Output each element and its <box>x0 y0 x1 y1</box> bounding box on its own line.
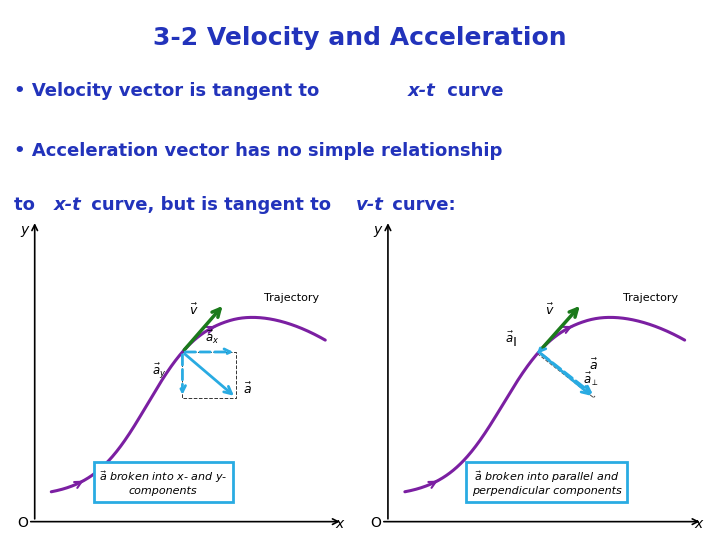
Text: O: O <box>17 516 28 530</box>
Text: curve:: curve: <box>386 196 456 214</box>
Text: $\vec{a}$: $\vec{a}$ <box>589 358 598 373</box>
Text: Trajectory: Trajectory <box>623 293 678 303</box>
Text: $\vec{a}$: $\vec{a}$ <box>243 382 252 397</box>
Text: • Velocity vector is tangent to: • Velocity vector is tangent to <box>14 82 326 100</box>
Text: x: x <box>695 517 703 531</box>
Text: $\vec{v}$: $\vec{v}$ <box>545 303 554 318</box>
Text: $\vec{a}_x$: $\vec{a}_x$ <box>204 329 219 346</box>
Text: $\vec{a}$ broken into $x$- and $y$-
components: $\vec{a}$ broken into $x$- and $y$- comp… <box>99 469 228 496</box>
Text: y: y <box>20 223 29 237</box>
Text: to: to <box>14 196 42 214</box>
Text: y: y <box>374 223 382 237</box>
Text: $\vec{a}_{\|}$: $\vec{a}_{\|}$ <box>505 330 517 349</box>
Text: $\vec{a}$ broken into parallel and
perpendicular components: $\vec{a}$ broken into parallel and perpe… <box>472 469 622 496</box>
Text: curve, but is tangent to: curve, but is tangent to <box>85 196 337 214</box>
Text: curve: curve <box>441 82 503 100</box>
Text: x-t: x-t <box>408 82 436 100</box>
Text: $\vec{a}_{\perp}$: $\vec{a}_{\perp}$ <box>583 370 599 388</box>
Text: x: x <box>335 517 343 531</box>
Text: Trajectory: Trajectory <box>264 293 320 303</box>
Text: $\vec{v}$: $\vec{v}$ <box>189 303 198 318</box>
Text: O: O <box>370 516 382 530</box>
Text: 3-2 Velocity and Acceleration: 3-2 Velocity and Acceleration <box>153 26 567 50</box>
Text: $\vec{a}_y$: $\vec{a}_y$ <box>152 362 166 381</box>
Text: v-t: v-t <box>356 196 384 214</box>
Text: x-t: x-t <box>54 196 82 214</box>
Text: • Acceleration vector has no simple relationship: • Acceleration vector has no simple rela… <box>14 142 503 160</box>
